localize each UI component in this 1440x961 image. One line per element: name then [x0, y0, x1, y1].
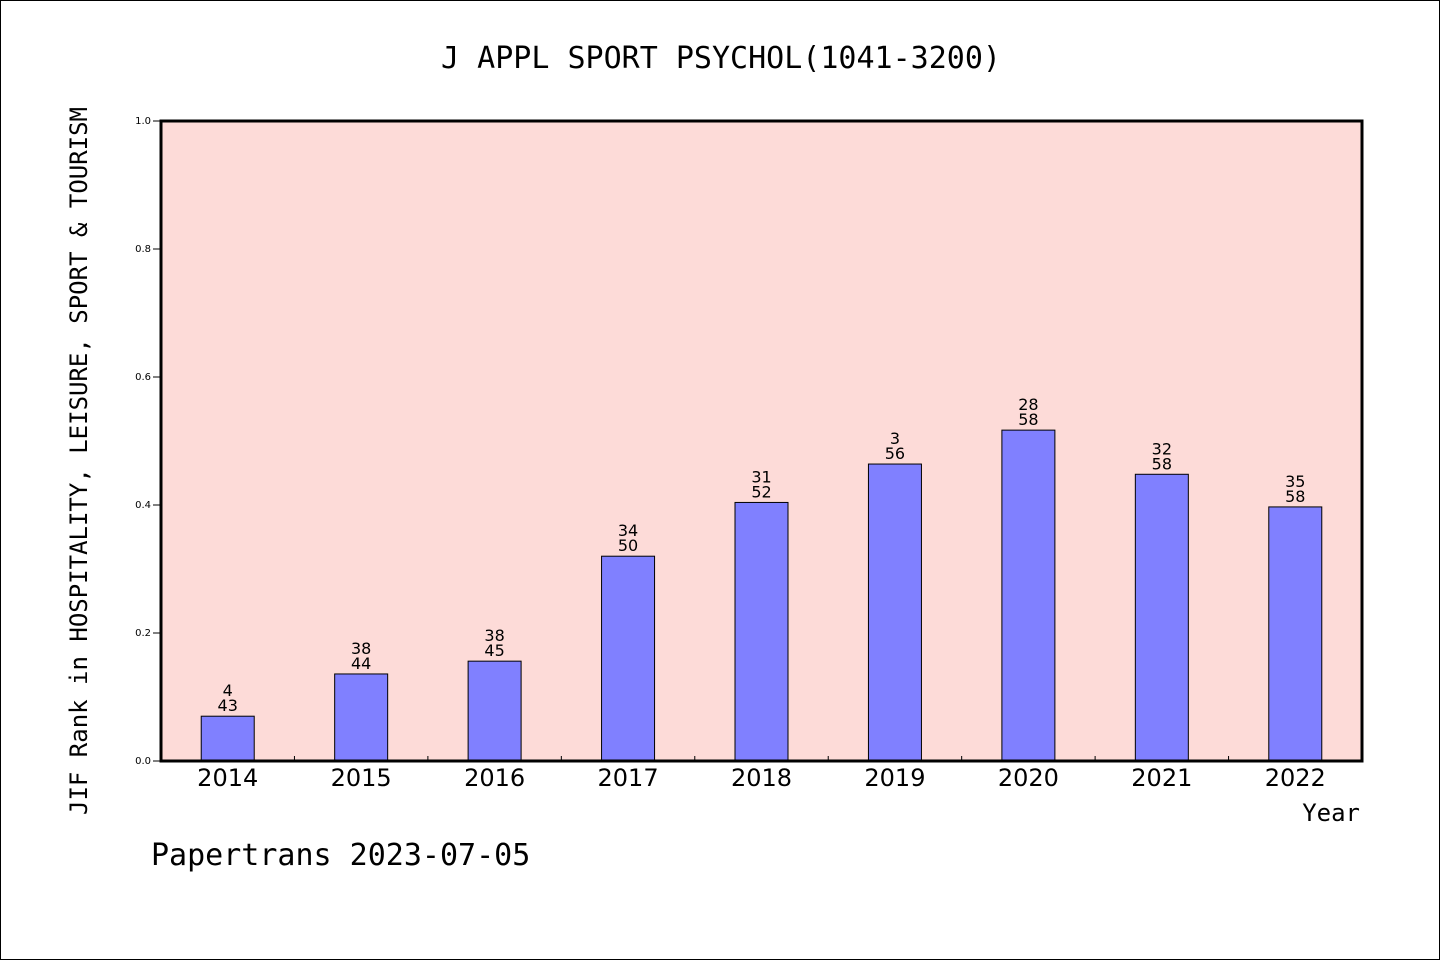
x-tick-label-2016: 2016 — [464, 764, 525, 792]
bar-rank-label-2016: 38 — [484, 626, 504, 645]
bar-total-label-2018: 52 — [751, 482, 771, 501]
y-tick-label: 0.8 — [135, 244, 151, 255]
bar-2016 — [467, 660, 522, 762]
bar-rank-label-2017: 34 — [618, 521, 638, 540]
x-tick-label-2015: 2015 — [331, 764, 392, 792]
bar-2022 — [1268, 506, 1323, 762]
x-tick-label-2021: 2021 — [1131, 764, 1192, 792]
x-tick-label-2022: 2022 — [1265, 764, 1326, 792]
bar-total-label-2020: 58 — [1018, 410, 1038, 429]
bar-2018 — [734, 501, 789, 762]
x-tick-label-2017: 2017 — [598, 764, 659, 792]
bar-2015 — [334, 673, 389, 762]
bar-total-label-2015: 44 — [351, 654, 371, 673]
y-tick-label: 0.0 — [135, 756, 151, 767]
y-axis-label: JIF Rank in HOSPITALITY, LEISURE, SPORT … — [65, 107, 93, 815]
chart-title: J APPL SPORT PSYCHOL(1041-3200) — [441, 41, 1001, 76]
x-tick-label-2014: 2014 — [197, 764, 258, 792]
bar-total-label-2019: 56 — [885, 444, 905, 463]
bar-total-label-2016: 45 — [484, 641, 504, 660]
y-tick-label: 0.4 — [135, 500, 151, 511]
bar-2021 — [1134, 473, 1189, 762]
bar-rank-label-2014: 4 — [223, 681, 233, 700]
x-tick-label-2019: 2019 — [864, 764, 925, 792]
x-axis-ticks: 2014 2015 2016 2017 2018 2019 2020 2021 2022 — [197, 756, 1326, 792]
bar-rank-label-2020: 28 — [1018, 395, 1038, 414]
y-tick-label: 1.0 — [135, 116, 151, 127]
bar-total-label-2017: 50 — [618, 536, 638, 555]
bar-2017 — [601, 555, 656, 762]
plot-border — [159, 119, 1364, 763]
bar-rank-label-2021: 32 — [1152, 439, 1172, 458]
bar-2020 — [1001, 429, 1056, 762]
bar-total-label-2022: 58 — [1285, 487, 1305, 506]
bar-rank-label-2018: 31 — [751, 467, 771, 486]
bar-total-label-2014: 43 — [218, 696, 238, 715]
x-axis-label: Year — [1302, 799, 1360, 827]
bar-rank-label-2022: 35 — [1285, 472, 1305, 491]
y-tick-label: 0.6 — [135, 372, 151, 383]
bars-group — [200, 429, 1323, 762]
bar-rank-label-2019: 3 — [890, 429, 900, 448]
bar-total-label-2021: 58 — [1152, 454, 1172, 473]
y-axis-ticks: 0.0 0.2 0.4 0.6 0.8 1.0 — [135, 116, 161, 767]
bar-2014 — [200, 715, 255, 762]
x-tick-label-2018: 2018 — [731, 764, 792, 792]
bar-rank-label-2015: 38 — [351, 639, 371, 658]
y-tick-label: 0.2 — [135, 628, 151, 639]
footer-credit: Papertrans 2023-07-05 — [151, 838, 530, 873]
bar-2019 — [867, 463, 922, 762]
x-tick-label-2020: 2020 — [998, 764, 1059, 792]
